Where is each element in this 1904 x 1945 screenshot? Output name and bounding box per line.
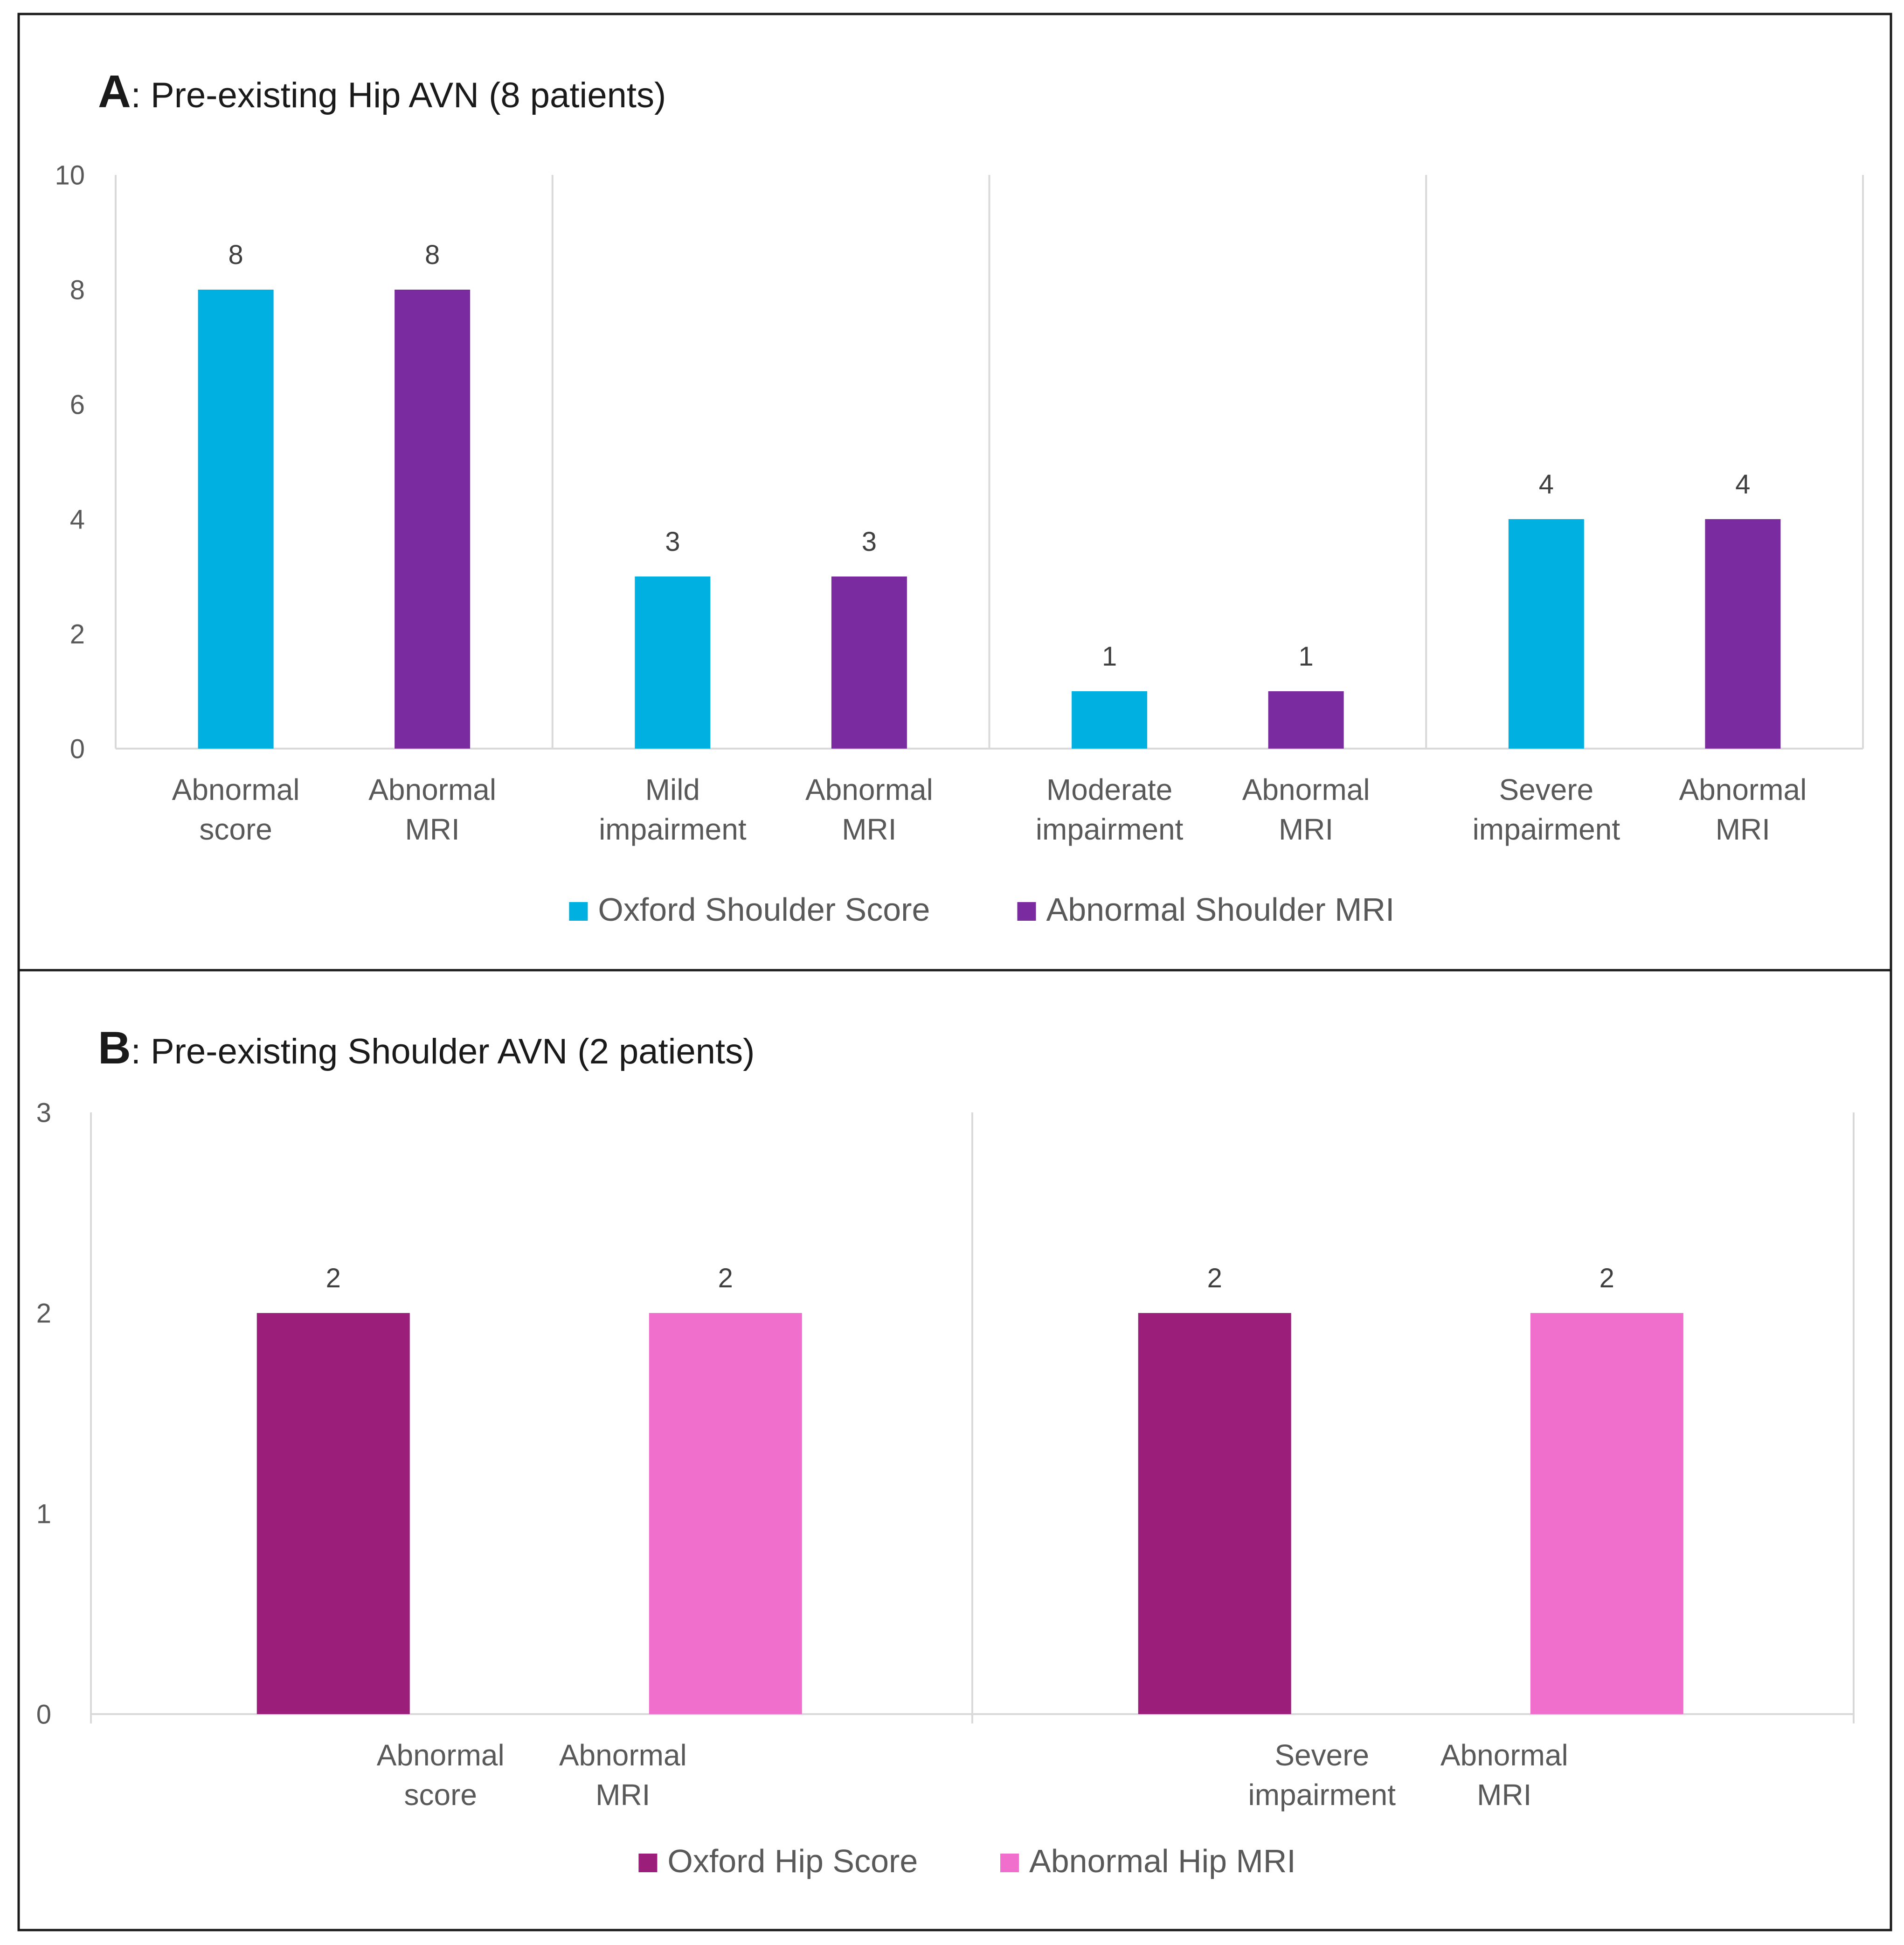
category-label: Severe (1499, 773, 1593, 806)
bar (1268, 691, 1344, 749)
bar (1072, 691, 1148, 749)
bar-data-label: 3 (862, 527, 877, 557)
bar (256, 1313, 410, 1714)
legend-label: Abnormal Shoulder MRI (1046, 891, 1395, 928)
bar-data-label: 4 (1539, 469, 1554, 500)
legend-label: Oxford Shoulder Score (598, 891, 930, 928)
category-label: MRI (405, 813, 459, 846)
bar (1138, 1313, 1291, 1714)
y-tick-label: 0 (36, 1699, 51, 1730)
panel-b-letter: B (98, 1022, 131, 1073)
category-label: Abnormal (1679, 773, 1807, 806)
y-tick-label: 0 (70, 734, 85, 764)
panel-b-title-text: : Pre-existing Shoulder AVN (2 patients) (131, 1032, 755, 1071)
legend-swatch (1000, 1854, 1019, 1872)
category-label: Abnormal (1242, 773, 1370, 806)
bar (198, 290, 274, 749)
legend-swatch (1017, 902, 1036, 921)
panel-b-title: B: Pre-existing Shoulder AVN (2 patients… (98, 1022, 755, 1073)
category-label: Abnormal (1440, 1738, 1568, 1772)
panel-a-title: A: Pre-existing Hip AVN (8 patients) (98, 66, 666, 117)
category-label: Abnormal (377, 1738, 505, 1772)
bar-data-label: 2 (1599, 1263, 1614, 1293)
y-tick-label: 2 (36, 1298, 51, 1328)
category-label: Abnormal (805, 773, 933, 806)
category-label: Severe (1274, 1738, 1369, 1772)
bar (649, 1313, 802, 1714)
category-label: Abnormal (368, 773, 496, 806)
chart-a-plot: 0 2 4 6 8 10 8 Abnormal score 8 Abnormal MRI 3 Mild im… (55, 160, 1864, 928)
bar-data-label: 1 (1102, 641, 1117, 672)
category-label: score (404, 1778, 478, 1812)
bar-data-label: 8 (228, 240, 243, 270)
y-tick-label: 3 (36, 1098, 51, 1128)
legend-label: Abnormal Hip MRI (1029, 1843, 1296, 1879)
bar-data-label: 3 (665, 527, 680, 557)
category-label: Abnormal (172, 773, 300, 806)
bar-data-label: 1 (1299, 641, 1314, 672)
y-tick-label: 10 (55, 160, 85, 190)
legend: Oxford Shoulder Score Abnormal Shoulder M… (569, 891, 1395, 928)
legend-swatch (638, 1854, 658, 1872)
y-tick-label: 6 (70, 389, 85, 420)
y-tick-label: 8 (70, 275, 85, 305)
category-label: Mild (645, 773, 700, 806)
category-label: impairment (1036, 813, 1184, 846)
bar (1508, 519, 1584, 749)
category-label: impairment (1248, 1778, 1396, 1812)
bar-data-label: 2 (1207, 1263, 1222, 1293)
y-tick-label: 2 (70, 619, 85, 649)
y-tick-label: 4 (70, 504, 85, 535)
panel-a-title-text: : Pre-existing Hip AVN (8 patients) (131, 76, 666, 115)
bar (635, 577, 711, 749)
panel-a-frame (17, 13, 1892, 972)
category-label: MRI (842, 813, 896, 846)
y-tick-label: 1 (36, 1499, 51, 1529)
bar (395, 290, 471, 749)
category-label: impairment (1473, 813, 1620, 846)
chart-b-plot: 0 1 2 3 2 Abnormal score 2 Abnormal MRI 2 Severe imp… (36, 1098, 1855, 1879)
category-label: impairment (599, 813, 747, 846)
category-label: Moderate (1046, 773, 1172, 806)
bar-data-label: 4 (1735, 469, 1750, 500)
category-label: MRI (1477, 1778, 1531, 1812)
bar (1705, 519, 1781, 749)
bar-data-label: 2 (718, 1263, 733, 1293)
category-label: MRI (1716, 813, 1770, 846)
legend-label: Oxford Hip Score (667, 1843, 918, 1879)
category-label: MRI (595, 1778, 650, 1812)
legend: Oxford Hip Score Abnormal Hip MRI (638, 1843, 1296, 1879)
category-label: score (199, 813, 272, 846)
bar (1530, 1313, 1683, 1714)
category-label: Abnormal (559, 1738, 687, 1772)
category-label: MRI (1279, 813, 1333, 846)
bar (831, 577, 907, 749)
bar-data-label: 2 (326, 1263, 341, 1293)
legend-swatch (569, 902, 588, 921)
bar-data-label: 8 (425, 240, 440, 270)
panel-a-letter: A (98, 66, 131, 117)
